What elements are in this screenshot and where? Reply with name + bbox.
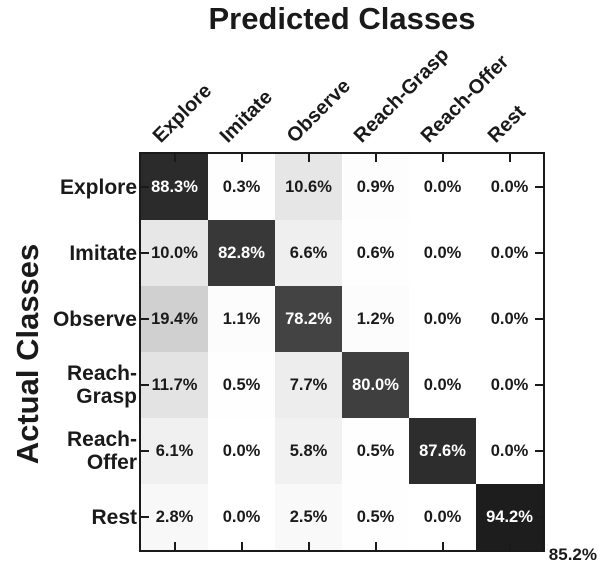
- axis-tick: [241, 542, 243, 550]
- axis-tick: [141, 318, 149, 320]
- matrix-cell: 0.0%: [208, 418, 275, 484]
- axis-tick: [535, 516, 543, 518]
- matrix-cell: 19.4%: [141, 286, 208, 352]
- predicted-class-label: Rest: [483, 101, 530, 148]
- matrix-cell: 11.7%: [141, 352, 208, 418]
- matrix-cell: 0.5%: [208, 352, 275, 418]
- axis-tick: [141, 252, 149, 254]
- axis-tick: [535, 318, 543, 320]
- predicted-class-label: Explore: [148, 79, 216, 148]
- matrix-cell: 0.0%: [409, 154, 476, 220]
- matrix-cell: 0.0%: [409, 352, 476, 418]
- matrix-cell: 0.0%: [476, 220, 543, 286]
- matrix-cell: 94.2%: [476, 484, 543, 550]
- matrix-plot-area: 88.3% 0.3% 10.6% 0.9% 0.0% 0.0% 10.0% 82.8% 6.6%…: [141, 154, 543, 550]
- actual-class-label: Reach- Offer: [66, 428, 137, 474]
- matrix-cell: 7.7%: [275, 352, 342, 418]
- matrix-cell: 0.3%: [208, 154, 275, 220]
- axis-tick: [535, 384, 543, 386]
- predicted-class-label: Imitate: [215, 86, 277, 148]
- axis-tick: [535, 186, 543, 188]
- matrix-cell: 10.6%: [275, 154, 342, 220]
- axis-tick: [308, 154, 310, 162]
- actual-class-label: Observe: [52, 307, 137, 331]
- axis-tick: [509, 154, 511, 162]
- axis-tick: [141, 450, 149, 452]
- actual-class-label: Imitate: [69, 241, 137, 265]
- matrix-cell: 0.5%: [342, 418, 409, 484]
- axis-tick: [174, 542, 176, 550]
- matrix-cell: 78.2%: [275, 286, 342, 352]
- matrix-cell: 0.0%: [409, 484, 476, 550]
- axis-tick: [375, 542, 377, 550]
- matrix-cell: 0.0%: [476, 286, 543, 352]
- matrix-cell: 88.3%: [141, 154, 208, 220]
- confusion-matrix: 88.3% 0.3% 10.6% 0.9% 0.0% 0.0% 10.0% 82.8% 6.6%…: [139, 152, 545, 552]
- matrix-cell: 0.5%: [342, 484, 409, 550]
- matrix-cell: 0.9%: [342, 154, 409, 220]
- matrix-cell: 6.1%: [141, 418, 208, 484]
- axis-tick: [442, 542, 444, 550]
- axis-tick: [174, 154, 176, 162]
- matrix-cell: 82.8%: [208, 220, 275, 286]
- matrix-cell: 0.0%: [409, 220, 476, 286]
- overall-accuracy-value: 85.2%: [548, 545, 597, 564]
- matrix-cell: 1.2%: [342, 286, 409, 352]
- matrix-grid: 88.3% 0.3% 10.6% 0.9% 0.0% 0.0% 10.0% 82.8% 6.6%…: [141, 154, 543, 550]
- matrix-cell: 2.5%: [275, 484, 342, 550]
- axis-tick: [308, 542, 310, 550]
- axis-tick: [241, 154, 243, 162]
- axis-tick: [141, 384, 149, 386]
- matrix-cell: 1.1%: [208, 286, 275, 352]
- axis-tick: [375, 154, 377, 162]
- matrix-cell: 0.6%: [342, 220, 409, 286]
- actual-class-label: Reach- Grasp: [66, 362, 137, 408]
- matrix-cell: 5.8%: [275, 418, 342, 484]
- actual-class-label: Explore: [59, 175, 137, 199]
- axis-tick: [535, 252, 543, 254]
- predicted-class-label: Observe: [282, 75, 355, 148]
- axis-tick: [442, 154, 444, 162]
- matrix-cell: 0.0%: [208, 484, 275, 550]
- axis-tick: [141, 186, 149, 188]
- matrix-cell: 87.6%: [409, 418, 476, 484]
- matrix-cell: 0.0%: [476, 154, 543, 220]
- matrix-cell: 0.0%: [476, 418, 543, 484]
- matrix-cell: 2.8%: [141, 484, 208, 550]
- matrix-cell: 0.0%: [409, 286, 476, 352]
- matrix-cell: 80.0%: [342, 352, 409, 418]
- actual-class-label: Rest: [91, 505, 137, 529]
- matrix-cell: 6.6%: [275, 220, 342, 286]
- axis-tick: [509, 542, 511, 550]
- axis-tick: [535, 450, 543, 452]
- axis-tick: [141, 516, 149, 518]
- matrix-cell: 10.0%: [141, 220, 208, 286]
- predicted-classes-title: Predicted Classes: [208, 1, 476, 36]
- matrix-cell: 0.0%: [476, 352, 543, 418]
